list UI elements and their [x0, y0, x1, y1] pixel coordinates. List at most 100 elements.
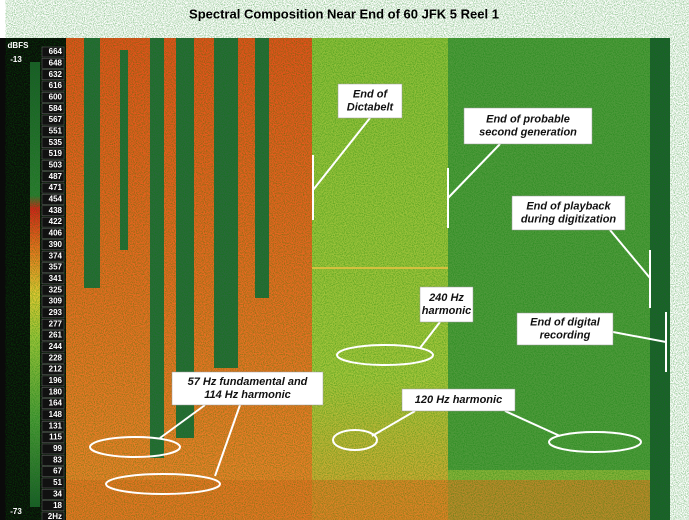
freq-label-box — [41, 466, 65, 477]
scale-unit: dBFS — [8, 41, 30, 50]
freq-label: 503 — [49, 161, 63, 170]
freq-label: 83 — [53, 455, 62, 464]
freq-label-box — [41, 69, 65, 80]
freq-label-box — [41, 148, 65, 160]
freq-label-box — [41, 205, 65, 217]
freq-label-box — [41, 126, 65, 137]
freq-label-box — [41, 114, 65, 126]
freq-label: 600 — [49, 92, 63, 101]
freq-label: 487 — [49, 172, 63, 181]
freq-label: 551 — [49, 126, 63, 135]
annotation-box — [463, 107, 593, 145]
freq-label-box — [41, 432, 65, 443]
freq-label: 131 — [49, 421, 63, 430]
freq-label: 535 — [49, 138, 63, 147]
freq-label: 99 — [53, 444, 62, 453]
annotation-text: 240 Hz — [428, 292, 464, 304]
freq-label: 277 — [49, 319, 63, 328]
color-bar — [30, 62, 40, 507]
annotation-text: harmonic — [422, 305, 472, 317]
freq-label: 438 — [49, 206, 63, 215]
freq-label: 18 — [53, 501, 62, 510]
freq-label: 648 — [49, 58, 63, 67]
freq-label-box — [41, 92, 65, 103]
freq-label: 115 — [49, 433, 62, 442]
freq-label: 406 — [49, 229, 63, 238]
freq-label: 341 — [49, 274, 63, 283]
scale-bottom: -73 — [10, 507, 22, 516]
freq-label-box — [41, 58, 65, 69]
freq-label: 67 — [53, 467, 62, 476]
freq-label: 664 — [49, 47, 63, 56]
annotation-text: Dictabelt — [347, 101, 395, 113]
freq-label: 148 — [49, 410, 63, 419]
freq-label: 632 — [49, 70, 63, 79]
freq-label: 2Hz — [48, 512, 62, 520]
freq-label-box — [41, 160, 65, 171]
freq-label-box — [41, 239, 65, 251]
annotation-text: during digitization — [521, 213, 617, 225]
freq-label: 196 — [49, 376, 63, 385]
annotation-text: 57 Hz fundamental and — [188, 376, 308, 388]
freq-label-box — [41, 296, 65, 307]
freq-label: 325 — [49, 285, 63, 294]
annotation-text: End of probable — [486, 113, 570, 125]
annotation-text: End of playback — [526, 200, 611, 212]
freq-label-box — [41, 171, 65, 183]
freq-label: 519 — [49, 149, 63, 158]
freq-label: 357 — [49, 263, 63, 272]
freq-label-box — [41, 307, 65, 319]
freq-label-box — [41, 330, 65, 341]
annotation-box — [337, 83, 403, 119]
freq-label: 164 — [49, 399, 63, 408]
freq-label-box — [41, 182, 65, 194]
freq-label: 180 — [49, 387, 63, 396]
annotation-box — [401, 388, 516, 412]
freq-label-box — [41, 443, 65, 455]
freq-label-box — [41, 398, 65, 409]
freq-label: 51 — [53, 478, 62, 487]
freq-label-box — [41, 386, 65, 398]
freq-label-box — [41, 500, 65, 511]
annotation-text: End of digital — [530, 316, 601, 328]
freq-label-box — [41, 137, 65, 148]
freq-label-box — [41, 103, 65, 114]
annotation-text: End of — [353, 88, 389, 100]
annotation-text: 120 Hz harmonic — [415, 394, 502, 406]
freq-label-box — [41, 341, 65, 353]
freq-label: 309 — [49, 297, 63, 306]
freq-label-box — [41, 489, 65, 500]
freq-label: 567 — [49, 115, 63, 124]
freq-label: 454 — [49, 195, 63, 204]
freq-label-box — [41, 352, 65, 364]
freq-label-box — [41, 375, 65, 387]
freq-label-box — [41, 273, 65, 285]
freq-label: 34 — [53, 489, 62, 498]
annotation-box — [419, 286, 474, 323]
freq-label: 374 — [49, 251, 63, 260]
freq-label-box — [41, 455, 65, 466]
annotation-text: second generation — [479, 126, 577, 138]
freq-label-box — [41, 216, 65, 228]
freq-label-box — [41, 364, 65, 375]
freq-label-box — [41, 80, 65, 92]
freq-label-box — [41, 318, 65, 330]
scale-top: -13 — [10, 55, 22, 64]
title: Spectral Composition Near End of 60 JFK … — [189, 6, 499, 21]
freq-label: 584 — [49, 104, 63, 113]
freq-label: 228 — [49, 353, 63, 362]
freq-label: 261 — [49, 331, 63, 340]
freq-label: 212 — [49, 365, 63, 374]
freq-label-box — [41, 477, 65, 489]
annotation-text: 114 Hz harmonic — [204, 389, 291, 401]
annotation-box — [171, 371, 324, 406]
freq-label-box — [41, 511, 65, 520]
annotation-lines — [89, 117, 667, 495]
freq-label-box — [41, 262, 65, 273]
freq-label-box — [41, 46, 65, 58]
freq-label: 471 — [49, 183, 63, 192]
freq-label-box — [41, 250, 65, 262]
freq-label-box — [41, 228, 65, 239]
annotation-box — [516, 312, 614, 346]
